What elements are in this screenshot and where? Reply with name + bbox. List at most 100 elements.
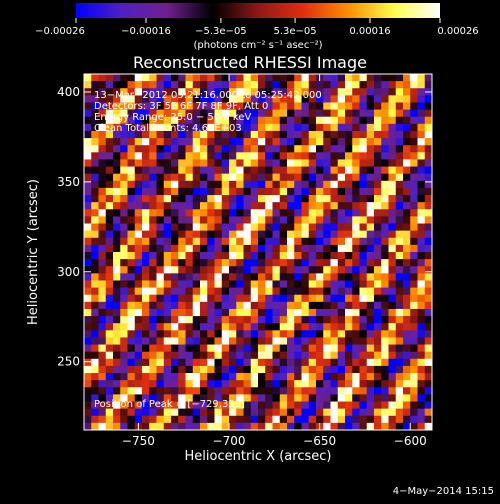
heatmap-pixel <box>236 252 244 260</box>
heatmap-pixel <box>366 252 375 260</box>
heatmap-pixel <box>308 387 317 395</box>
heatmap-pixel <box>395 152 404 160</box>
heatmap-pixel <box>265 337 273 345</box>
heatmap-pixel <box>352 138 360 146</box>
heatmap-pixel <box>417 394 426 402</box>
heatmap-pixel <box>403 130 411 139</box>
heatmap-pixel <box>250 223 259 232</box>
heatmap-pixel <box>294 380 302 388</box>
heatmap-pixel <box>337 244 346 253</box>
heatmap-pixel <box>424 422 433 431</box>
annotation-clean-counts: Clean Total counts: 4.60E+03 <box>94 123 242 134</box>
heatmap-pixel <box>403 202 411 210</box>
heatmap-pixel <box>352 266 360 274</box>
heatmap-pixel <box>417 365 426 374</box>
heatmap-pixel <box>91 116 99 125</box>
heatmap-pixel <box>417 81 426 89</box>
heatmap-pixel <box>229 380 237 388</box>
heatmap-pixel <box>301 358 310 367</box>
heatmap-pixel <box>403 187 411 196</box>
heatmap-pixel <box>200 166 208 175</box>
heatmap-pixel <box>163 301 172 310</box>
heatmap-pixel <box>287 123 295 132</box>
heatmap-pixel <box>316 387 324 395</box>
heatmap-pixel <box>417 330 426 338</box>
heatmap-pixel <box>105 74 114 82</box>
heatmap-pixel <box>403 81 411 89</box>
heatmap-pixel <box>352 380 360 388</box>
heatmap-pixel <box>229 159 237 167</box>
heatmap-pixel <box>200 394 208 402</box>
heatmap-pixel <box>265 294 273 303</box>
heatmap-pixel <box>265 308 273 317</box>
heatmap-pixel <box>366 74 375 82</box>
heatmap-pixel <box>185 116 194 125</box>
heatmap-pixel <box>308 166 317 175</box>
heatmap-pixel <box>91 337 99 345</box>
heatmap-pixel <box>330 394 339 402</box>
colorbar-tick-label: 0.00016 <box>349 26 390 37</box>
heatmap-pixel <box>294 237 302 246</box>
heatmap-pixel <box>316 337 324 345</box>
heatmap-pixel <box>200 330 208 338</box>
heatmap-pixel <box>272 102 281 110</box>
heatmap-pixel <box>98 280 107 288</box>
heatmap-pixel <box>250 187 259 196</box>
heatmap-pixel <box>410 387 418 395</box>
heatmap-pixel <box>265 252 273 260</box>
heatmap-pixel <box>366 308 375 317</box>
heatmap-pixel <box>417 130 426 139</box>
heatmap-pixel <box>374 358 382 367</box>
heatmap-pixel <box>120 216 128 224</box>
heatmap-pixel <box>91 209 99 217</box>
heatmap-pixel <box>359 394 368 402</box>
heatmap-pixel <box>330 373 339 381</box>
heatmap-pixel <box>403 88 411 96</box>
heatmap-pixel <box>200 365 208 374</box>
heatmap-pixel <box>236 365 244 374</box>
heatmap-pixel <box>200 415 208 424</box>
heatmap-pixel <box>265 244 273 253</box>
heatmap-pixel <box>134 401 143 410</box>
heatmap-pixel <box>171 358 179 367</box>
heatmap-pixel <box>178 394 186 402</box>
heatmap-pixel <box>359 330 368 338</box>
heatmap-pixel <box>279 351 288 360</box>
heatmap-pixel <box>98 422 107 431</box>
heatmap-pixel <box>156 244 165 253</box>
heatmap-pixel <box>250 373 259 381</box>
heatmap-pixel <box>424 109 433 118</box>
heatmap-pixel <box>250 387 259 395</box>
heatmap-pixel <box>120 259 128 267</box>
heatmap-pixel <box>178 102 186 110</box>
heatmap-pixel <box>84 259 92 267</box>
heatmap-pixel <box>200 195 208 203</box>
heatmap-pixel <box>250 173 259 182</box>
heatmap-pixel <box>417 152 426 160</box>
heatmap-pixel <box>301 301 310 310</box>
heatmap-pixel <box>265 358 273 367</box>
heatmap-pixel <box>207 95 215 103</box>
heatmap-pixel <box>279 287 288 296</box>
heatmap-pixel <box>323 259 331 267</box>
heatmap-pixel <box>185 237 194 246</box>
heatmap-pixel <box>279 166 288 175</box>
heatmap-pixel <box>171 237 179 246</box>
heatmap-pixel <box>337 209 346 217</box>
heatmap-pixel <box>105 280 114 288</box>
heatmap-pixel <box>84 209 92 217</box>
heatmap-pixel <box>149 166 157 175</box>
heatmap-pixel <box>366 202 375 210</box>
x-axis-ticks: −750 −700 −650 −600 <box>122 74 427 448</box>
heatmap-pixel <box>287 358 295 367</box>
heatmap-pixel <box>229 394 237 402</box>
heatmap-pixel <box>308 145 317 153</box>
heatmap-pixel <box>134 130 143 139</box>
heatmap-pixel <box>381 74 389 82</box>
heatmap-pixel <box>294 259 302 267</box>
heatmap-pixel <box>316 266 324 274</box>
heatmap-pixel <box>308 202 317 210</box>
heatmap-pixel <box>178 351 186 360</box>
heatmap-pixel <box>178 373 186 381</box>
heatmap-pixel <box>330 259 339 267</box>
